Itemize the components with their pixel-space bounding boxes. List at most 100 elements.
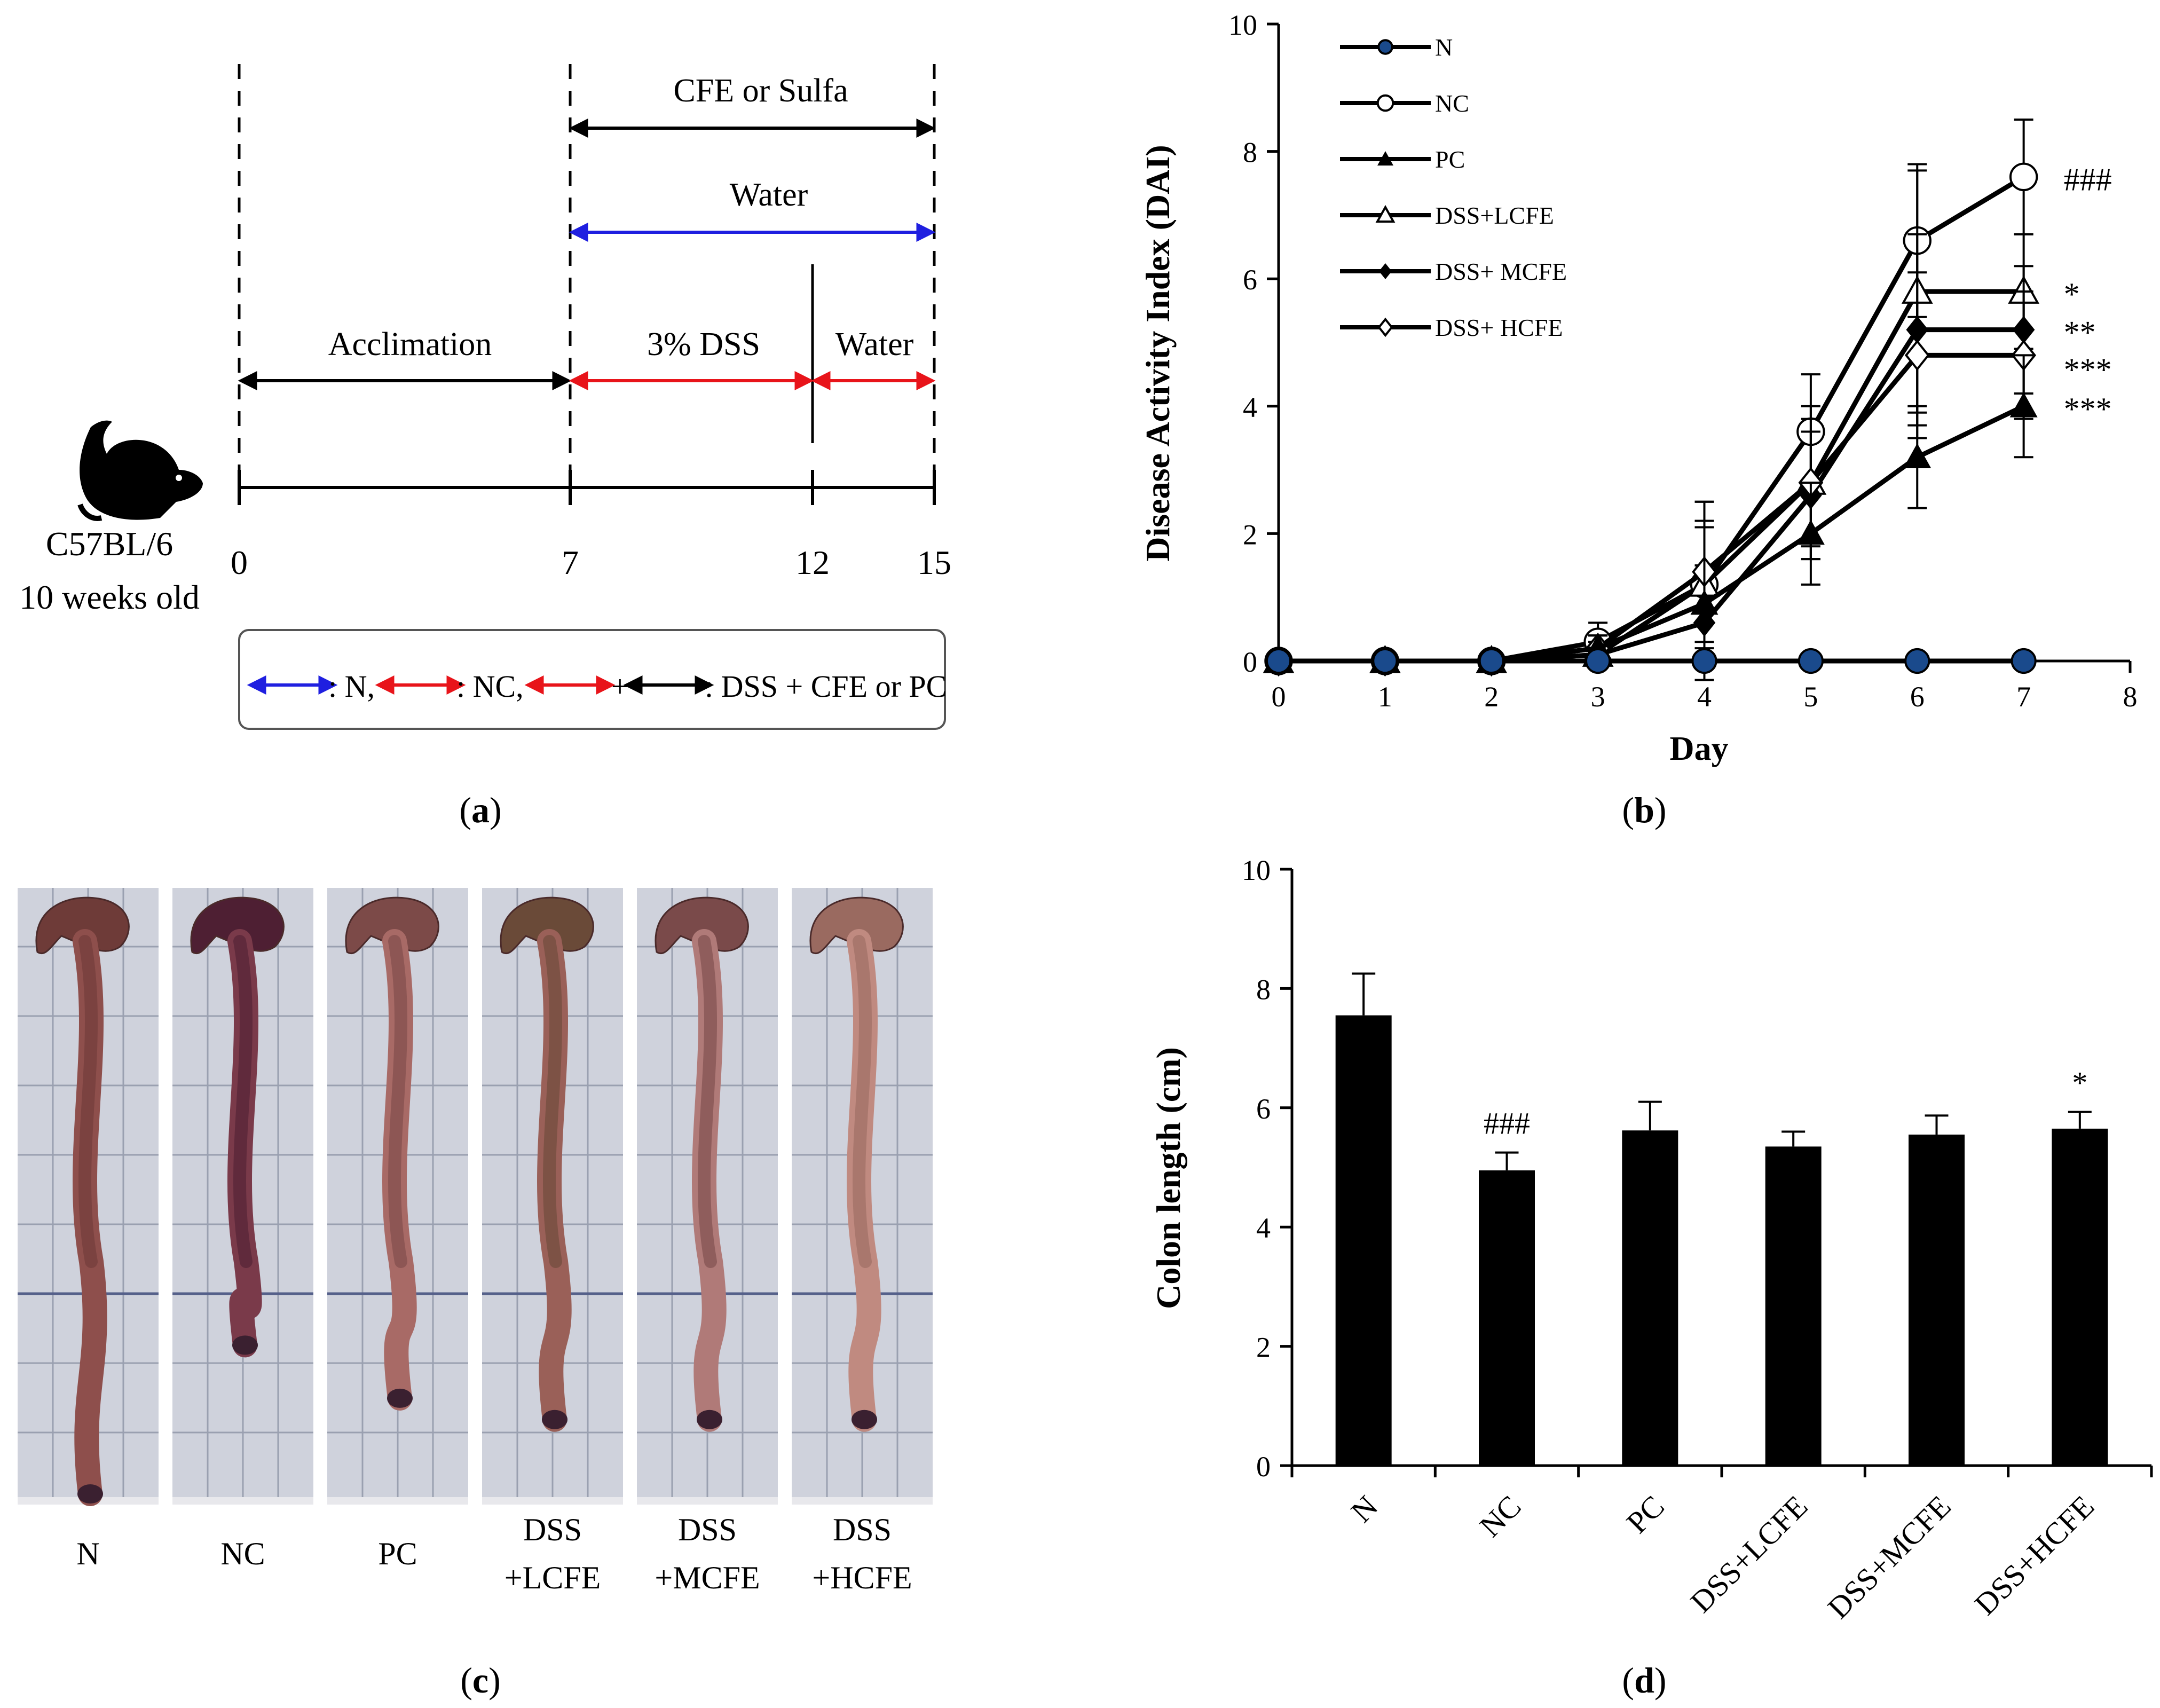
b-legend-label: DSS+ HCFE: [1435, 314, 1563, 341]
label-acclimation: Acclimation: [328, 326, 492, 363]
tick-day-15: 15: [917, 544, 951, 581]
b-legend-item: NC: [1340, 90, 1469, 117]
mouse-strain: C57BL/6: [46, 525, 173, 563]
colon-photo: DSS +LCFE: [482, 888, 623, 1595]
b-y-axis-label: Disease Activity Index (DAI): [1139, 145, 1177, 561]
b-significance-annotation: **: [2064, 315, 2096, 350]
b-legend-label: DSS+ MCFE: [1435, 258, 1567, 285]
b-y-tick-label: 0: [1243, 646, 1257, 678]
b-y-tick-label: 6: [1243, 264, 1257, 296]
b-x-tick-label: 0: [1272, 681, 1286, 713]
d-error-bar: [1638, 1100, 1662, 1131]
b-legend: N NC PC DSS+LCFE DSS+ MCFE DSS+ HCFE: [1340, 34, 1567, 341]
b-x-tick-label: 3: [1591, 681, 1605, 713]
panel-d-chart: 0 2 4 6 8 10 Colon length (cm) N ### NC PC DSS+LCFE…: [1149, 854, 2153, 1625]
label-3pct-dss: 3% DSS: [647, 326, 760, 363]
b-data-point: [1903, 443, 1932, 469]
b-significance-annotation: *: [2064, 277, 2080, 312]
b-y-tick-label: 2: [1243, 518, 1257, 550]
d-bar: [2052, 1128, 2108, 1466]
d-error-bar: [1352, 972, 1376, 1016]
b-legend-item: DSS+ HCFE: [1340, 314, 1563, 341]
d-error-bar: [1781, 1130, 1806, 1147]
photo-label-line2: +HCFE: [812, 1560, 912, 1595]
b-legend-item: DSS+ MCFE: [1340, 258, 1567, 285]
b-x-axis-label: Day: [1669, 729, 1728, 767]
mouse-age: 10 weeks old: [19, 578, 200, 616]
label-cfe-or-sulfa: CFE or Sulfa: [673, 73, 848, 109]
b-legend-item: DSS+LCFE: [1340, 202, 1554, 229]
b-series-nc: ###: [1264, 118, 2112, 675]
panel-label-c: (c): [460, 1660, 501, 1701]
b-data-point: [2009, 162, 2038, 192]
b-data-point: [2009, 392, 2038, 418]
d-error-bar: [1925, 1114, 1949, 1135]
b-data-point: [1690, 589, 1718, 615]
b-legend-label: PC: [1435, 146, 1465, 173]
b-data-point: [1798, 648, 1824, 674]
b-x-tick-label: 6: [1910, 681, 1925, 713]
photo-label-line2: +MCFE: [655, 1560, 760, 1595]
colon-photo: DSS +HCFE: [792, 888, 933, 1595]
d-category-label: PC: [1620, 1489, 1671, 1540]
panel-a: C57BL/6 10 weeks old 0 7 12 15 CFE or Su…: [19, 64, 951, 830]
b-data-point: [1585, 648, 1611, 674]
d-y-tick-label: 10: [1242, 854, 1271, 886]
d-significance-annotation: ###: [1484, 1106, 1530, 1141]
d-y-tick-label: 0: [1256, 1451, 1271, 1483]
photo-label-line1: DSS: [833, 1512, 892, 1547]
panel-label-b: (b): [1622, 790, 1666, 830]
colon-photo: N: [18, 888, 159, 1571]
d-bar: [1909, 1135, 1965, 1466]
b-x-tick-label: 1: [1378, 681, 1392, 713]
b-data-point: [2011, 648, 2037, 674]
b-x-tick-label: 4: [1697, 681, 1712, 713]
b-data-point: [1265, 648, 1292, 674]
legend-nc: : NC,: [456, 669, 524, 704]
b-legend-label: DSS+LCFE: [1435, 202, 1554, 229]
panel-label-d: (d): [1622, 1660, 1666, 1701]
panel-c-photos: N NC PC DSS +LCFE DSS +MCFE DSS +HCFE: [18, 888, 933, 1595]
b-data-point: [1691, 648, 1717, 674]
b-series-dss-hcfe: ***: [1266, 271, 2112, 677]
tick-day-12: 12: [795, 544, 830, 581]
label-water-top: Water: [730, 177, 808, 213]
photo-label-line1: PC: [378, 1536, 417, 1571]
d-category-label: N: [1344, 1489, 1385, 1529]
b-significance-annotation: ###: [2064, 162, 2112, 197]
b-legend-label: NC: [1435, 90, 1469, 117]
b-data-point: [1796, 520, 1825, 545]
panel-b-chart: 0 2 4 6 8 10 0 1 2 3 4 5 6 7 8 Day Disease Activity Inde…: [1139, 9, 2138, 767]
d-category-label: DSS+LCFE: [1684, 1489, 1815, 1619]
d-y-tick-label: 4: [1256, 1212, 1271, 1244]
colon-photo: NC: [172, 888, 313, 1571]
d-category-label: DSS+MCFE: [1821, 1489, 1958, 1625]
d-y-tick-label: 2: [1256, 1332, 1271, 1364]
b-data-point: [1904, 340, 1930, 371]
b-legend-label: N: [1435, 34, 1453, 61]
legend-n: : N,: [328, 669, 375, 704]
photo-label-line1: DSS: [523, 1512, 582, 1547]
photo-label-line2: +LCFE: [504, 1560, 601, 1595]
b-x-tick-label: 8: [2123, 681, 2138, 713]
b-data-point: [1372, 648, 1398, 674]
colon-photo: PC: [327, 888, 468, 1571]
d-bar: [1335, 1015, 1392, 1466]
photo-label-line1: N: [76, 1536, 99, 1571]
b-y-tick-label: 10: [1228, 9, 1257, 41]
mouse-icon: [77, 420, 203, 521]
d-y-axis-label: Colon length (cm): [1149, 1047, 1187, 1309]
b-x-tick-label: 7: [2016, 681, 2031, 713]
d-error-bar: [2068, 1111, 2092, 1129]
photo-label-line1: NC: [220, 1536, 265, 1571]
legend-plus: +: [611, 669, 629, 704]
b-legend-item: N: [1340, 34, 1453, 61]
b-data-point: [1904, 648, 1930, 674]
b-significance-annotation: ***: [2064, 391, 2112, 427]
d-y-tick-label: 8: [1256, 973, 1271, 1005]
d-significance-annotation: *: [2072, 1066, 2087, 1100]
b-series-line: [1279, 404, 2025, 664]
d-y-tick-label: 6: [1256, 1093, 1271, 1125]
photo-label-line1: DSS: [678, 1512, 737, 1547]
